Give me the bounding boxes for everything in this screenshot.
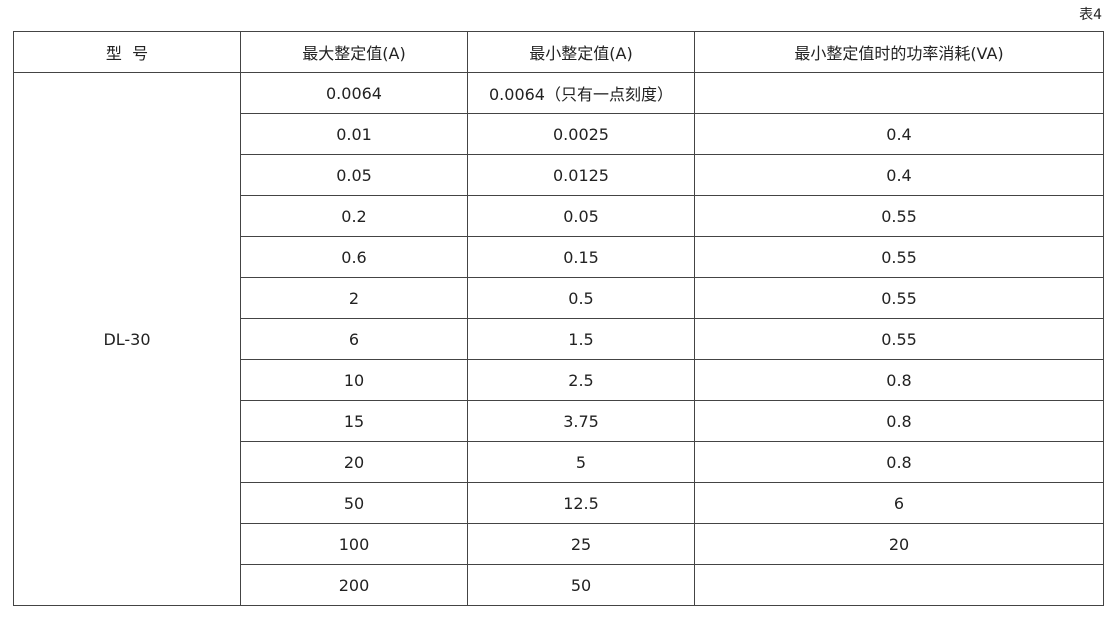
- model-cell: DL-30: [13, 72, 241, 606]
- header-row: 型 号 最大整定值(A) 最小整定值(A) 最小整定值时的功率消耗(VA): [13, 31, 1104, 73]
- header-max-setting: 最大整定值(A): [240, 31, 468, 73]
- min-setting-cell: 0.0125: [467, 154, 695, 196]
- max-setting-cell: 200: [240, 564, 468, 606]
- max-setting-cell: 10: [240, 359, 468, 401]
- table-row: 6 1.5 0.55: [14, 318, 1104, 360]
- max-setting-cell: 15: [240, 400, 468, 442]
- header-model: 型 号: [13, 31, 241, 73]
- table-row: 200 50: [14, 564, 1104, 606]
- min-setting-cell: 0.0064（只有一点刻度）: [467, 72, 695, 114]
- min-setting-cell: 0.05: [467, 195, 695, 237]
- power-cell: [694, 72, 1104, 114]
- min-setting-cell: 0.5: [467, 277, 695, 319]
- power-cell: 0.8: [694, 359, 1104, 401]
- power-cell: 0.55: [694, 277, 1104, 319]
- min-setting-cell: 12.5: [467, 482, 695, 524]
- power-cell: 0.8: [694, 441, 1104, 483]
- power-cell: 0.4: [694, 154, 1104, 196]
- table-row: 0.6 0.15 0.55: [14, 236, 1104, 278]
- max-setting-cell: 100: [240, 523, 468, 565]
- power-cell: 0.4: [694, 113, 1104, 155]
- table-row: 0.2 0.05 0.55: [14, 195, 1104, 237]
- table-caption: 表4: [1079, 7, 1102, 23]
- min-setting-cell: 50: [467, 564, 695, 606]
- power-cell: 6: [694, 482, 1104, 524]
- power-cell: 0.55: [694, 195, 1104, 237]
- power-cell: 0.55: [694, 236, 1104, 278]
- max-setting-cell: 0.01: [240, 113, 468, 155]
- max-setting-cell: 0.6: [240, 236, 468, 278]
- max-setting-cell: 6: [240, 318, 468, 360]
- min-setting-cell: 25: [467, 523, 695, 565]
- max-setting-cell: 50: [240, 482, 468, 524]
- min-setting-cell: 1.5: [467, 318, 695, 360]
- min-setting-cell: 0.0025: [467, 113, 695, 155]
- table-row: DL-30 0.0064 0.0064（只有一点刻度）: [13, 72, 1104, 606]
- power-cell: 20: [694, 523, 1104, 565]
- max-setting-cell: 2: [240, 277, 468, 319]
- max-setting-cell: 20: [240, 441, 468, 483]
- power-cell: 0.55: [694, 318, 1104, 360]
- table-row: 0.05 0.0125 0.4: [14, 154, 1104, 196]
- max-setting-cell: 0.05: [240, 154, 468, 196]
- max-setting-cell: 0.2: [240, 195, 468, 237]
- min-setting-cell: 5: [467, 441, 695, 483]
- power-cell: 0.8: [694, 400, 1104, 442]
- min-setting-cell: 0.15: [467, 236, 695, 278]
- spec-table: 型 号 最大整定值(A) 最小整定值(A) 最小整定值时的功率消耗(VA) DL…: [13, 31, 1104, 606]
- min-setting-cell: 3.75: [467, 400, 695, 442]
- table-row: 10 2.5 0.8: [14, 359, 1104, 401]
- table-row: 15 3.75 0.8: [14, 400, 1104, 442]
- power-cell: [694, 564, 1104, 606]
- header-power-consumption: 最小整定值时的功率消耗(VA): [694, 31, 1104, 73]
- table-row: 0.01 0.0025 0.4: [14, 113, 1104, 155]
- max-setting-cell: 0.0064: [240, 72, 468, 114]
- min-setting-cell: 2.5: [467, 359, 695, 401]
- header-min-setting: 最小整定值(A): [467, 31, 695, 73]
